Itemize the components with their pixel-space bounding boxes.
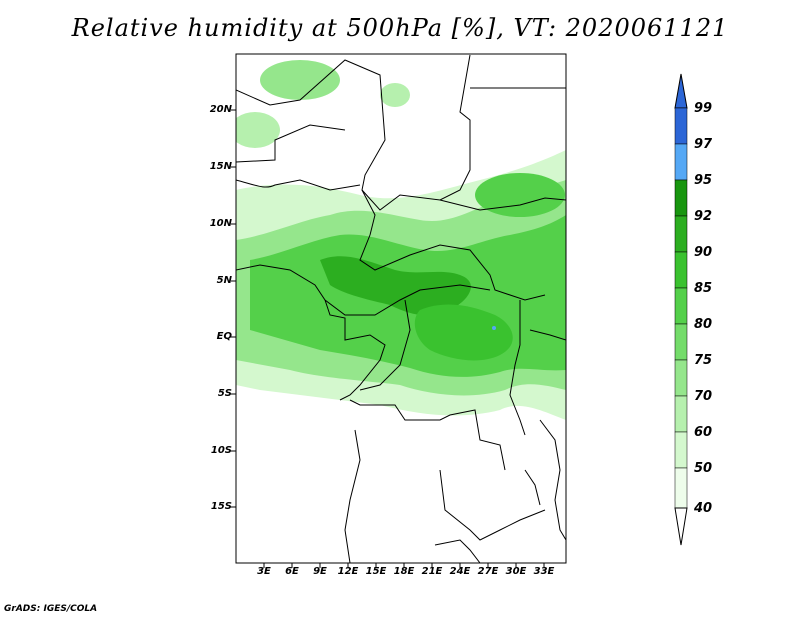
lon-label-18e: 18E — [393, 566, 415, 577]
humidity-patch-northeast — [380, 83, 410, 107]
lon-label-24e: 24E — [449, 566, 471, 577]
colorbar-bottom-arrow — [674, 507, 688, 546]
colorbar-bin-80 — [674, 323, 688, 361]
colorbar-label-75: 75 — [694, 353, 713, 368]
lon-label-9e: 9E — [313, 566, 327, 577]
colorbar-label-60: 60 — [694, 425, 713, 440]
colorbar-bin-97 — [674, 143, 688, 181]
lon-label-3e: 3E — [257, 566, 271, 577]
colorbar-bin-50 — [674, 467, 688, 509]
colorbar-bin-99 — [674, 107, 688, 145]
lon-label-27e: 27E — [477, 566, 499, 577]
colorbar-top-arrow — [674, 73, 688, 109]
lon-label-6e: 6E — [285, 566, 299, 577]
lat-label-5n: 5N — [216, 275, 232, 286]
colorbar-label-50: 50 — [694, 461, 713, 476]
colorbar-label-99: 99 — [694, 101, 713, 116]
lat-label-20n: 20N — [209, 104, 232, 115]
lat-label-10s: 10S — [210, 445, 232, 456]
lat-label-10n: 10N — [209, 218, 232, 229]
grads-credit: GrADS: IGES/COLA — [4, 604, 98, 614]
colorbar-bin-90 — [674, 251, 688, 289]
colorbar-label-70: 70 — [694, 389, 713, 404]
country-borders — [236, 54, 566, 563]
colorbar — [674, 73, 688, 546]
lon-label-21e: 21E — [421, 566, 443, 577]
map-border — [235, 53, 567, 564]
colorbar-label-85: 85 — [694, 281, 713, 296]
chart-title: Relative humidity at 500hPa [%], VT: 202… — [71, 14, 729, 42]
colorbar-bin-85 — [674, 287, 688, 325]
colorbar-bin-70 — [674, 395, 688, 433]
lat-label-eq: EQ — [216, 331, 232, 342]
humidity-zone-wet — [320, 256, 471, 316]
colorbar-label-97: 97 — [694, 137, 713, 152]
colorbar-bin-75 — [674, 359, 688, 397]
colorbar-label-92: 92 — [694, 209, 713, 224]
colorbar-label-80: 80 — [694, 317, 713, 332]
lon-label-30e: 30E — [505, 566, 527, 577]
humidity-field — [236, 54, 566, 563]
lat-label-15n: 15N — [209, 161, 232, 172]
lat-label-5s: 5S — [217, 388, 232, 399]
lon-label-15e: 15E — [365, 566, 387, 577]
humidity-patch-northwest — [236, 112, 280, 148]
humidity-zone-wet-east — [414, 304, 513, 361]
lon-label-33e: 33E — [533, 566, 555, 577]
lat-label-15s: 15S — [210, 501, 232, 512]
colorbar-label-95: 95 — [694, 173, 713, 188]
colorbar-bin-92 — [674, 215, 688, 253]
colorbar-label-90: 90 — [694, 245, 713, 260]
colorbar-label-40: 40 — [694, 501, 713, 516]
humidity-patch-sudan — [475, 173, 565, 217]
colorbar-bin-95 — [674, 179, 688, 217]
lon-label-12e: 12E — [337, 566, 359, 577]
colorbar-bin-60 — [674, 431, 688, 469]
humidity-max-point — [492, 326, 496, 330]
axis-ticks — [231, 109, 545, 568]
humidity-patch-north — [260, 60, 340, 100]
